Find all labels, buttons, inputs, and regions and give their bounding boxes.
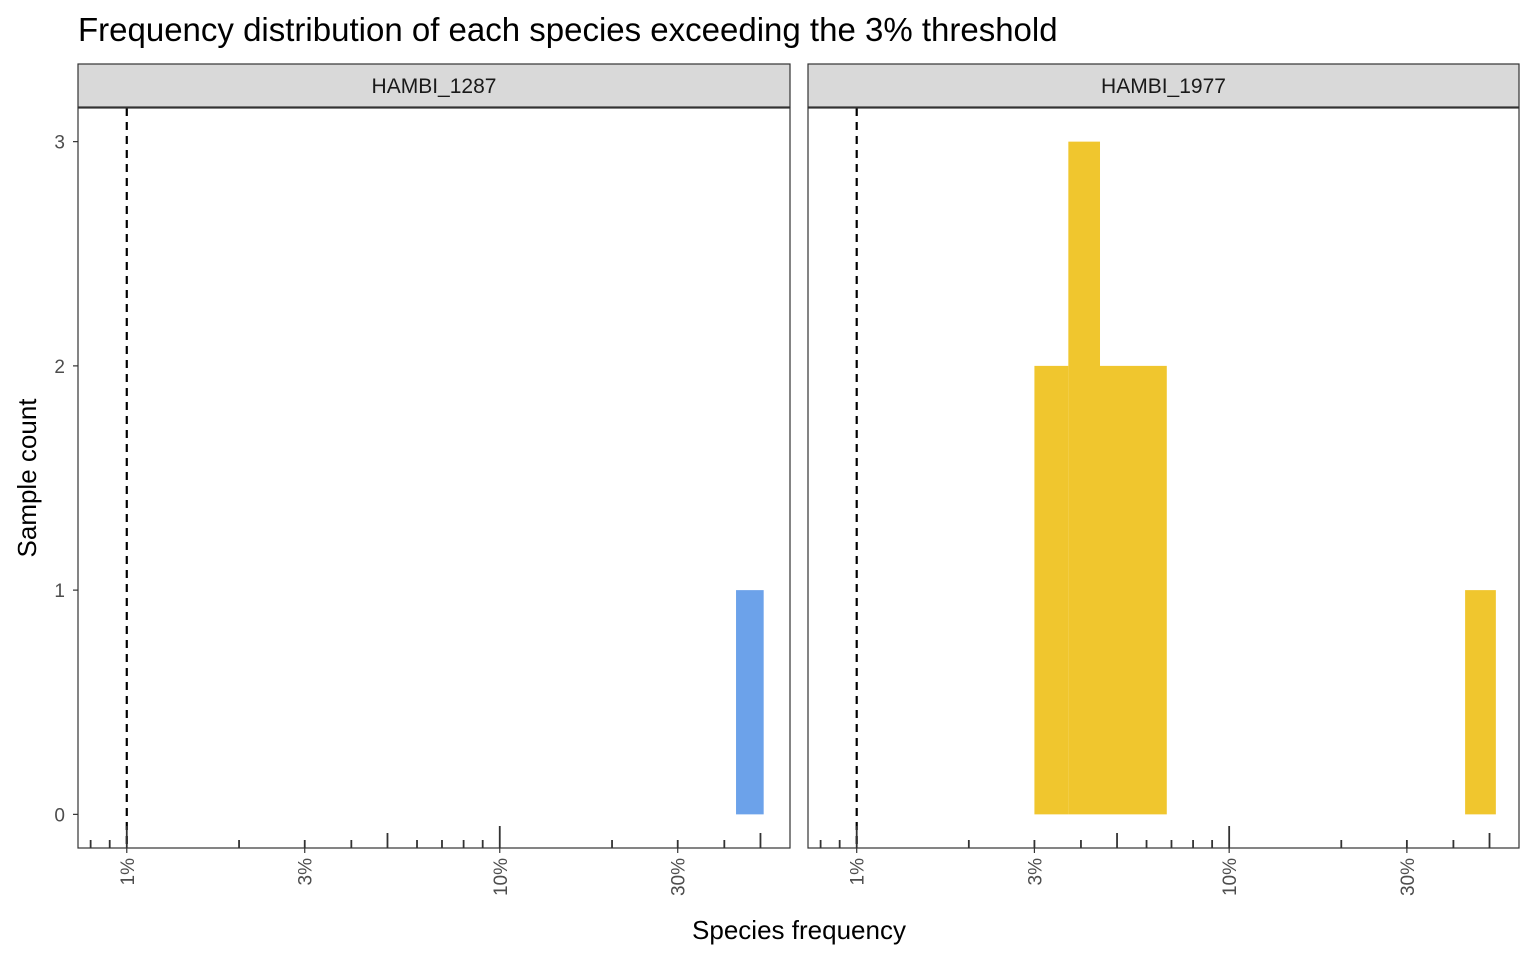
histogram-bar-1-3 bbox=[1465, 590, 1496, 815]
chart-title: Frequency distribution of each species e… bbox=[78, 11, 1058, 48]
histogram-bar-1-1 bbox=[1068, 141, 1101, 815]
panels: 0 1 2 3 HAMBI_1287 1% 3% 10% 30% HAMBI_1977 1% 3% 10… bbox=[54, 63, 1520, 896]
x-tick-label-1-0: 1% bbox=[848, 858, 869, 886]
histogram-bar-1-0 bbox=[1034, 365, 1069, 815]
panel-border-0 bbox=[77, 107, 791, 849]
x-tick-label-1-3: 30% bbox=[1398, 858, 1419, 896]
histogram-bar-1-2 bbox=[1100, 365, 1167, 815]
panel-HAMBI_1977: HAMBI_1977 1% 3% 10% 30% bbox=[807, 63, 1520, 896]
x-tick-label-0-0: 1% bbox=[118, 858, 139, 886]
facet-strip-1 bbox=[807, 63, 1520, 108]
x-tick-label-0-3: 30% bbox=[669, 858, 690, 896]
facet-strip-0 bbox=[77, 63, 791, 108]
x-tick-label-1-2: 10% bbox=[1220, 858, 1241, 896]
x-axis-title: Species frequency bbox=[692, 915, 906, 945]
y-tick-label-1: 1 bbox=[54, 581, 65, 602]
y-tick-label-3: 3 bbox=[54, 133, 65, 154]
facet-label-0: HAMBI_1287 bbox=[372, 75, 497, 98]
x-tick-label-0-2: 10% bbox=[491, 858, 512, 896]
histogram-bar-0-0 bbox=[736, 590, 764, 815]
facet-label-1: HAMBI_1977 bbox=[1101, 75, 1226, 98]
y-tick-label-0: 0 bbox=[54, 805, 65, 826]
y-tick-label-2: 2 bbox=[54, 357, 65, 378]
panel-HAMBI_1287: HAMBI_1287 1% 3% 10% 30% bbox=[77, 63, 791, 896]
y-axis-title: Sample count bbox=[12, 398, 42, 558]
x-tick-label-1-1: 3% bbox=[1025, 858, 1046, 886]
x-tick-label-0-1: 3% bbox=[296, 858, 317, 886]
panel-border-1 bbox=[807, 107, 1520, 849]
